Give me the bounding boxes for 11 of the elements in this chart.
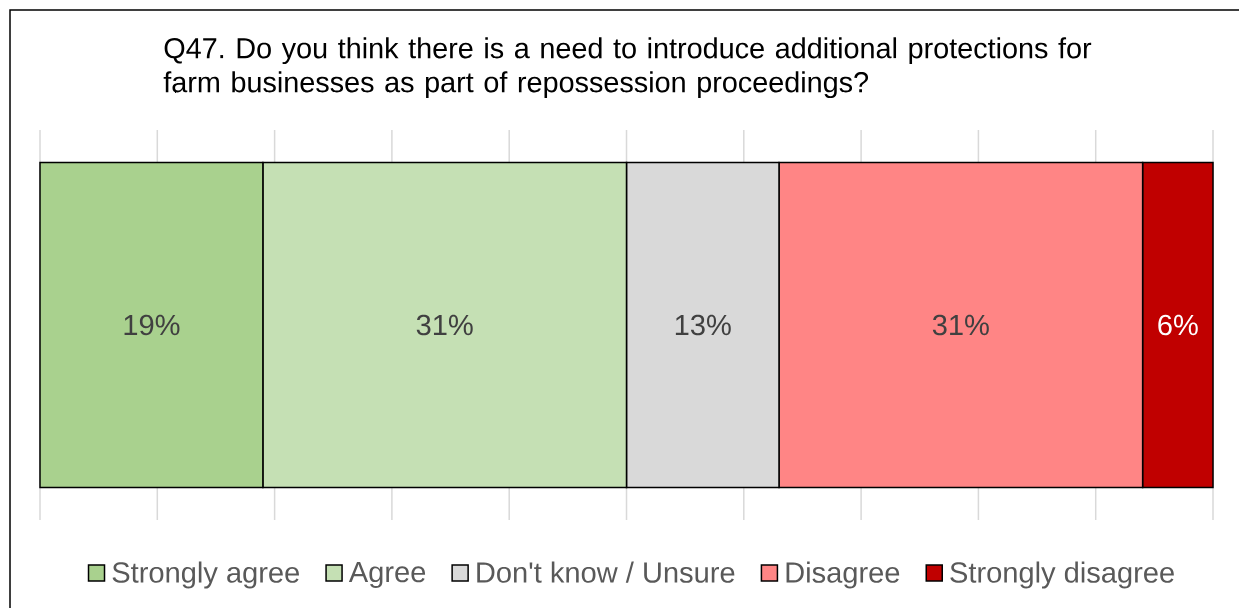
legend-label: Strongly disagree [950,561,1174,589]
data-label: 31% [416,314,473,336]
data-label: 6% [1158,314,1198,336]
data-label: 13% [675,314,731,336]
legend-label: Disagree [786,561,900,589]
chart-title: Q47. Do you think there is a need to introduce additional protections for farm businesses as part of repossession proceedings? [163,37,1092,99]
data-label: 31% [932,314,989,336]
data-label: 19% [124,314,180,336]
legend-label: Strongly agree [112,561,299,589]
legend-label: Agree [348,562,426,589]
legend-label: Don't know / Unsure [477,561,735,583]
